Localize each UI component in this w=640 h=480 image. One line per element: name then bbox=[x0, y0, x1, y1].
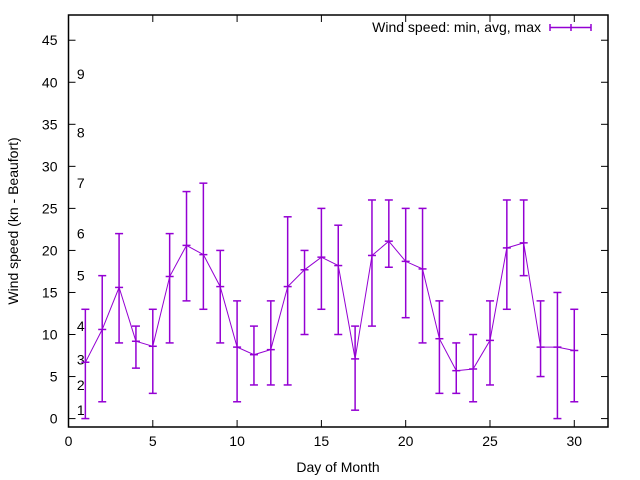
y-tick-label: 10 bbox=[42, 327, 58, 343]
error-bar bbox=[317, 207, 326, 311]
error-bar bbox=[401, 207, 410, 319]
y-tick-label: 20 bbox=[42, 242, 58, 258]
error-bar bbox=[199, 182, 208, 311]
error-bar bbox=[536, 300, 545, 378]
error-bar bbox=[165, 232, 174, 344]
error-bar bbox=[435, 300, 444, 395]
beaufort-label: 8 bbox=[77, 125, 85, 141]
y-tick-label: 15 bbox=[42, 284, 58, 300]
error-bar bbox=[131, 325, 140, 369]
plot-border bbox=[67, 14, 609, 428]
x-tick-label: 20 bbox=[398, 433, 414, 449]
error-bar bbox=[334, 224, 343, 336]
beaufort-label: 7 bbox=[77, 175, 85, 191]
y-tick-label: 40 bbox=[42, 74, 58, 90]
beaufort-label: 2 bbox=[77, 377, 85, 393]
error-bar bbox=[283, 216, 292, 386]
y-axis-label: Wind speed (kn - Beaufort) bbox=[5, 137, 21, 304]
beaufort-label: 6 bbox=[77, 226, 85, 242]
y-tick-label: 5 bbox=[50, 369, 58, 385]
avg-line bbox=[84, 240, 575, 372]
beaufort-label: 4 bbox=[77, 318, 85, 334]
error-bar bbox=[502, 199, 511, 311]
beaufort-annotations: 1 2 3 4 5 6 7 8 9 bbox=[77, 66, 85, 418]
error-bar bbox=[351, 325, 360, 411]
x-axis-label: Day of Month bbox=[296, 459, 379, 475]
beaufort-label: 3 bbox=[77, 352, 85, 368]
x-tick-label: 25 bbox=[482, 433, 498, 449]
beaufort-label: 9 bbox=[77, 66, 85, 82]
x-tick-label: 5 bbox=[149, 433, 157, 449]
error-bar bbox=[553, 291, 562, 420]
y-tick-label: 45 bbox=[42, 32, 58, 48]
beaufort-label: 5 bbox=[77, 268, 85, 284]
error-bar bbox=[182, 190, 191, 302]
y-tick-label: 0 bbox=[50, 411, 58, 427]
y-tick-label: 25 bbox=[42, 200, 58, 216]
error-bar bbox=[570, 308, 579, 403]
error-bar bbox=[452, 342, 461, 395]
error-bar bbox=[216, 249, 225, 344]
error-bar bbox=[469, 333, 478, 403]
error-bar bbox=[148, 308, 157, 395]
beaufort-label: 1 bbox=[77, 402, 85, 418]
x-tick-label: 0 bbox=[65, 433, 73, 449]
error-bar bbox=[81, 308, 90, 420]
error-bar bbox=[384, 199, 393, 268]
error-bar bbox=[98, 274, 107, 403]
error-bar bbox=[519, 199, 528, 277]
error-bar bbox=[418, 207, 427, 344]
y-tick-label: 35 bbox=[42, 116, 58, 132]
series bbox=[81, 182, 579, 420]
y-tick-label: 30 bbox=[42, 158, 58, 174]
error-bar bbox=[300, 249, 309, 336]
error-bar bbox=[233, 300, 242, 403]
error-bar bbox=[249, 325, 258, 386]
error-bar bbox=[485, 300, 494, 386]
error-bar bbox=[115, 232, 124, 344]
error-bar bbox=[266, 300, 275, 386]
legend-label: Wind speed: min, avg, max bbox=[372, 19, 541, 35]
x-tick-label: 30 bbox=[566, 433, 582, 449]
x-tick-label: 10 bbox=[229, 433, 245, 449]
x-tick-label: 15 bbox=[314, 433, 330, 449]
error-bar bbox=[367, 199, 376, 327]
legend: Wind speed: min, avg, max bbox=[372, 19, 592, 35]
